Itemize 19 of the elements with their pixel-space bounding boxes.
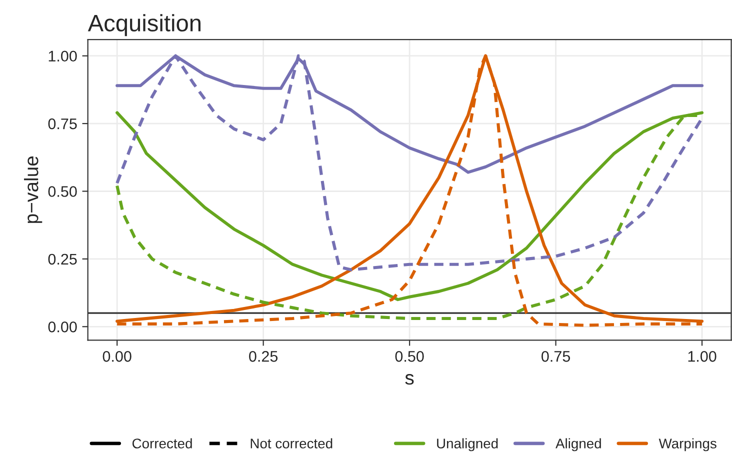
text: Corrected <box>132 438 192 448</box>
x-tick-label: 1.00 <box>688 351 716 362</box>
legend-label: Aligned <box>556 438 601 452</box>
y-tick-label: 0.25 <box>48 254 77 265</box>
text: Not corrected <box>250 438 332 448</box>
x-tick-label: 0.50 <box>395 351 424 362</box>
y-axis-title: p−value <box>24 156 42 223</box>
chart-title: Acquisition <box>88 14 200 36</box>
y-tick-label: 0.50 <box>48 186 77 197</box>
y-tick-label: 0.00 <box>48 322 77 332</box>
legend-label: Warpings <box>658 438 716 452</box>
x-tick-label: 0.75 <box>542 351 570 362</box>
x-tick-label: 0.25 <box>249 351 278 362</box>
x-axis-title: s <box>405 374 414 385</box>
legend-label: Unaligned <box>437 438 498 452</box>
y-tick-label: 1.00 <box>48 50 77 62</box>
x-tick-label: 0.00 <box>102 351 132 362</box>
y-tick-label: 0.75 <box>48 118 77 130</box>
line-series <box>116 54 704 272</box>
